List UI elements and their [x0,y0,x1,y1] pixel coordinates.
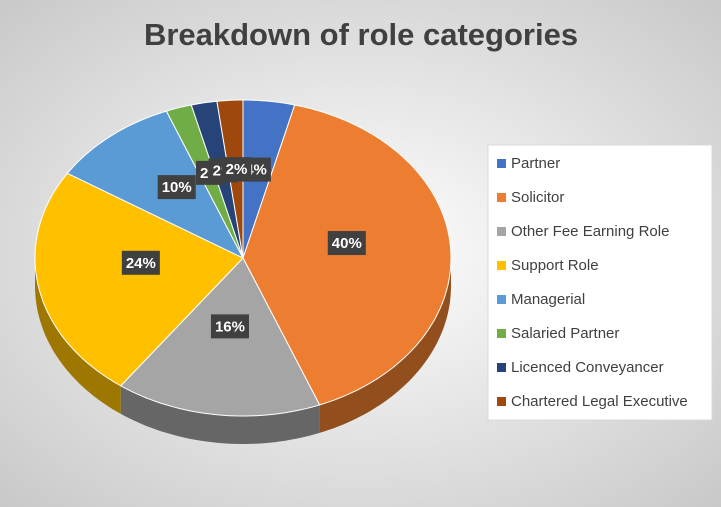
legend-swatch [497,227,506,236]
legend-swatch [497,397,506,406]
legend-box [487,144,713,421]
data-label-box [210,314,249,339]
slice-side [35,258,121,414]
legend-swatch [497,159,506,168]
data-label-text: 16% [215,318,245,335]
data-label: 24% [121,250,160,275]
data-label-box [221,157,252,182]
data-label: 2% [221,157,252,182]
legend: Partner Solicitor Other Fee Earning Role Su… [497,155,688,410]
data-labels: 4%40%16%24%10%2%2%2% [121,157,366,339]
data-label-text: 24% [126,255,156,272]
data-label-box [157,175,196,200]
legend-label: Partner [511,155,560,172]
data-label: 40% [327,231,366,256]
data-label-box [121,250,160,275]
data-label: 16% [210,314,249,339]
data-label-box [327,231,366,256]
legend-label: Managerial [511,291,585,308]
data-label-text: 10% [162,179,192,196]
legend-swatch [497,261,506,270]
legend-label: Solicitor [511,189,564,206]
legend-swatch [497,193,506,202]
legend-label: Other Fee Earning Role [511,223,669,240]
legend-label: Chartered Legal Executive [511,393,688,410]
pie [34,99,452,444]
slice-side [120,385,320,444]
legend-swatch [497,363,506,372]
data-label-text: 40% [332,235,362,252]
chart-title: Breakdown of role categories [144,17,578,52]
legend-swatch [497,295,506,304]
slice [34,172,244,387]
data-label-text: 2% [226,161,248,178]
legend-label: Licenced Conveyancer [511,359,664,376]
legend-label: Salaried Partner [511,325,619,342]
legend-label: Support Role [511,257,599,274]
legend-swatch [497,329,506,338]
slice [66,110,245,260]
slice-side [319,258,451,433]
data-label: 10% [157,175,196,200]
